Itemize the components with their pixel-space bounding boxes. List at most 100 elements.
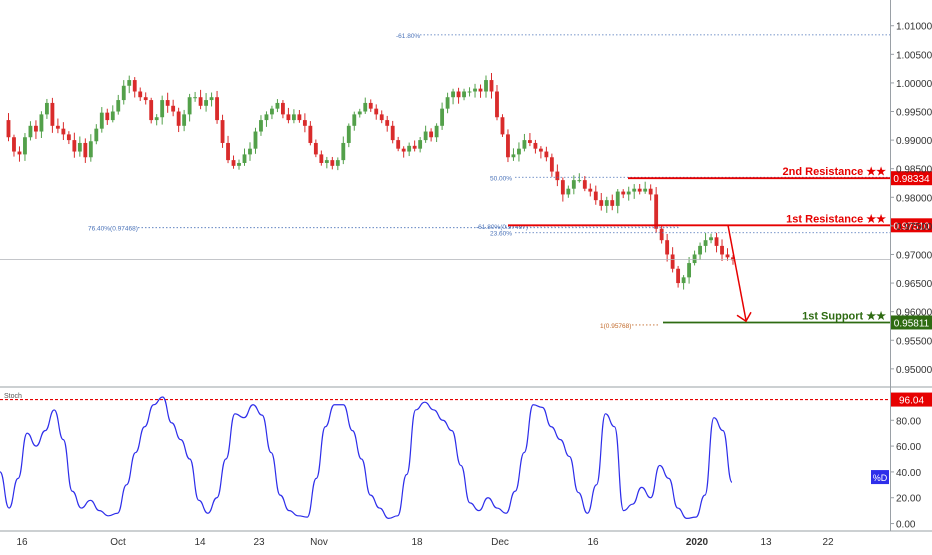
candle-body xyxy=(632,188,637,192)
overlays: -61.80% 50.00% 76.40%(0.97468) -61.80%(0.97… xyxy=(0,33,932,330)
candle-body xyxy=(209,97,214,101)
candle-body xyxy=(324,160,329,163)
price-tick-label: 0.97000 xyxy=(896,250,932,261)
candle-body xyxy=(83,142,88,158)
candle-body xyxy=(440,108,445,126)
candle-body xyxy=(242,154,247,163)
candle-body xyxy=(681,277,686,284)
candle-body xyxy=(193,97,198,99)
candle-body xyxy=(396,140,401,149)
candle-body xyxy=(291,114,296,121)
candle-body xyxy=(176,111,181,126)
fib-level-label: -61.80% xyxy=(396,33,420,40)
candle-body xyxy=(335,160,340,166)
candle-body xyxy=(237,162,241,166)
level-label: 2nd Resistance ★★ xyxy=(783,166,887,178)
candle-body xyxy=(495,91,499,118)
price-tick-label: 0.97500 xyxy=(896,222,932,233)
candle-body xyxy=(560,180,565,195)
candle-body xyxy=(549,157,554,172)
candle-body xyxy=(143,97,148,101)
price-tick-label: 0.96500 xyxy=(896,279,932,290)
candle-body xyxy=(297,114,302,121)
candle-body xyxy=(154,117,159,121)
candle-body xyxy=(187,97,192,115)
candle-body xyxy=(264,114,269,121)
stoch-tick-label: 0.00 xyxy=(896,520,916,531)
candle-body xyxy=(720,245,724,255)
price-tick-label: 0.99000 xyxy=(896,136,932,147)
candle-body xyxy=(467,91,472,93)
time-tick-label: 23 xyxy=(253,537,265,548)
candle-body xyxy=(571,180,576,189)
candle-body xyxy=(385,120,390,126)
candle-body xyxy=(533,142,538,149)
candle-body xyxy=(473,88,477,92)
candle-body xyxy=(621,191,626,195)
series-legend-badge xyxy=(871,470,889,485)
stoch-tick-label: 20.00 xyxy=(896,494,921,505)
candle-body xyxy=(637,188,642,192)
candle-body xyxy=(105,112,110,121)
candle-body xyxy=(253,131,258,149)
candle-body xyxy=(676,268,681,284)
candle-body xyxy=(610,200,615,206)
candle-body xyxy=(731,257,735,261)
candle-body xyxy=(725,254,730,258)
price-tick-label: 0.99500 xyxy=(896,108,932,119)
price-tick-label: 0.98000 xyxy=(896,193,932,204)
candle-body xyxy=(346,125,351,143)
series-legend-label: %D xyxy=(873,473,888,483)
candle-body xyxy=(50,102,55,126)
fib-level-label: 1(0.95768) xyxy=(600,323,631,330)
candle-body xyxy=(626,191,631,195)
candle-body xyxy=(198,97,203,106)
projection-arrow-head xyxy=(736,311,752,323)
candle-body xyxy=(248,148,252,155)
candle-body xyxy=(566,188,571,195)
candle-body xyxy=(17,151,22,155)
candle-body xyxy=(138,91,143,98)
price-tick-label: 0.95500 xyxy=(896,336,932,347)
fib-level-label: 23.60% xyxy=(490,231,512,238)
candle-body xyxy=(215,97,219,121)
candle-body xyxy=(456,91,461,98)
projection-arrow-line xyxy=(727,225,747,321)
price-tick-label: 1.00000 xyxy=(896,79,932,90)
candle-body xyxy=(462,91,466,98)
candle-body xyxy=(429,131,434,138)
price-tick-label: 0.96000 xyxy=(896,308,932,319)
candle-body xyxy=(374,108,379,115)
candle-body xyxy=(204,100,209,106)
candle-body xyxy=(511,154,516,158)
candle-body xyxy=(687,263,692,278)
time-tick-label: 16 xyxy=(16,537,28,548)
level-price-badge xyxy=(891,171,932,186)
candle-body xyxy=(330,160,335,166)
time-tick-label: 14 xyxy=(194,537,206,548)
candle-body xyxy=(506,134,510,158)
stoch-tick-label: 80.00 xyxy=(896,416,921,427)
candle-body xyxy=(517,148,521,155)
stoch-tick-label: 40.00 xyxy=(896,468,921,479)
candle-body xyxy=(88,141,93,158)
candle-body xyxy=(352,114,357,126)
candle-body xyxy=(72,140,77,152)
candle-body xyxy=(451,91,455,98)
candle-body xyxy=(489,80,494,92)
candle-body xyxy=(160,100,165,118)
candle-body xyxy=(110,111,115,121)
candle-body xyxy=(654,194,659,229)
candle-body xyxy=(127,80,132,86)
fib-level-label: 76.40%(0.97468) xyxy=(88,226,138,233)
candle-body xyxy=(714,237,719,246)
candle-body xyxy=(703,240,708,246)
candle-body xyxy=(77,142,82,152)
time-tick-label: Oct xyxy=(110,537,126,548)
candle-body xyxy=(648,188,653,195)
candle-body xyxy=(659,228,664,241)
candle-body xyxy=(604,200,609,206)
candle-body xyxy=(171,105,176,112)
